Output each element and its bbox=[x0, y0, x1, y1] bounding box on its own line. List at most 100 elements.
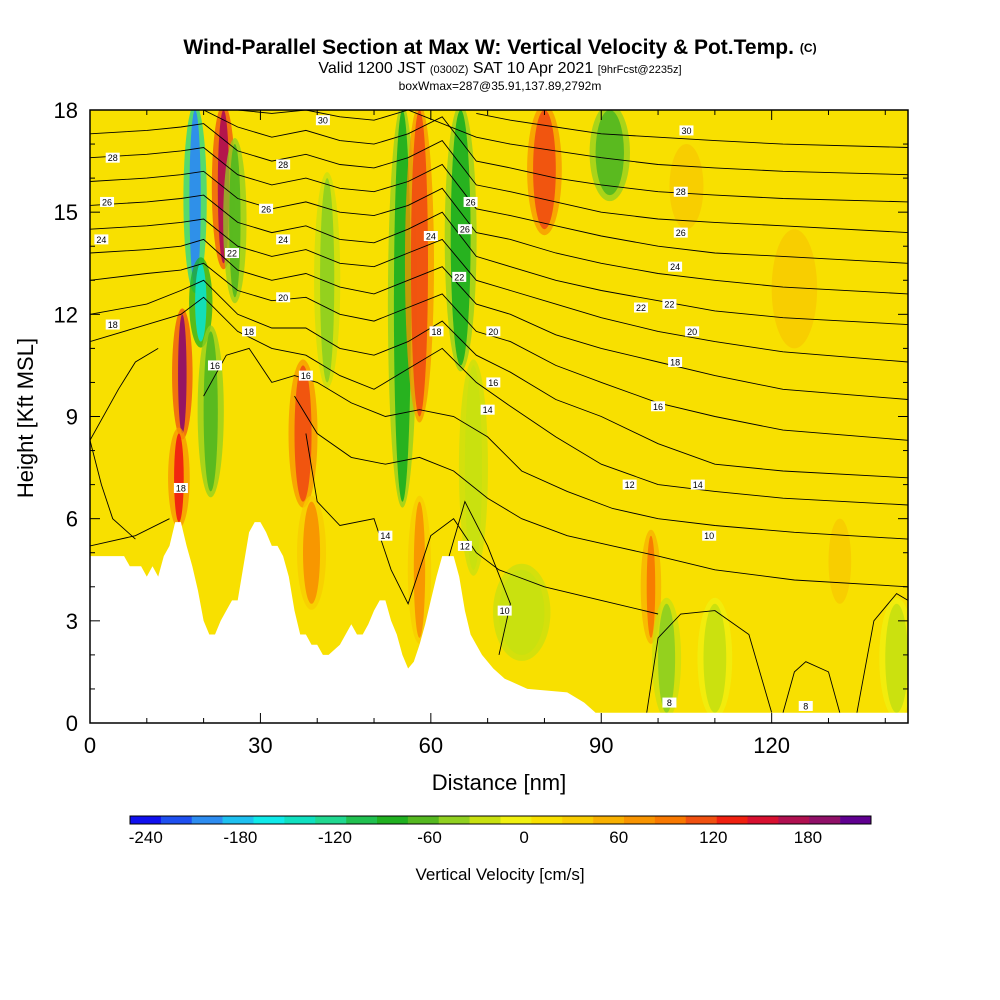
contour-label-text: 16 bbox=[488, 378, 498, 388]
x-tick-label: 60 bbox=[419, 733, 443, 758]
contour-label-bg bbox=[100, 196, 115, 207]
velocity-cell bbox=[303, 501, 321, 604]
contour-label-bg bbox=[457, 540, 472, 551]
contour-label-bg bbox=[798, 700, 813, 711]
velocity-cell bbox=[450, 110, 471, 366]
contour-label: 10 bbox=[497, 605, 512, 616]
contour-label: 26 bbox=[100, 196, 115, 207]
y-tick-label: 18 bbox=[54, 98, 78, 123]
contour-label-bg bbox=[679, 125, 694, 136]
contour-label-text: 24 bbox=[670, 262, 680, 272]
contour-label: 22 bbox=[662, 299, 677, 310]
contour-label-text: 12 bbox=[460, 541, 470, 551]
colorbar-swatch bbox=[469, 816, 501, 824]
velocity-cell bbox=[294, 365, 312, 502]
y-tick-label: 0 bbox=[66, 711, 78, 736]
y-tick-label: 3 bbox=[66, 609, 78, 634]
contour-label: 8 bbox=[798, 700, 813, 711]
y-tick-label: 6 bbox=[66, 507, 78, 532]
contour-label-text: 14 bbox=[380, 531, 390, 541]
contour-label-bg bbox=[276, 234, 291, 245]
contour-label-bg bbox=[225, 248, 240, 259]
contour-label-bg bbox=[486, 326, 501, 337]
colorbar-swatch bbox=[191, 816, 223, 824]
colorbar-swatch bbox=[160, 816, 193, 824]
title-block: Wind-Parallel Section at Max W: Vertical… bbox=[0, 36, 1000, 93]
contour-label: 14 bbox=[480, 404, 495, 415]
contour-label-text: 26 bbox=[676, 228, 686, 238]
contour-label-text: 20 bbox=[278, 293, 288, 303]
colorbar-tick-label: 0 bbox=[519, 828, 528, 847]
theta-contour bbox=[305, 433, 659, 615]
theta-contour bbox=[441, 500, 511, 655]
colorbar-swatch bbox=[778, 816, 810, 824]
contour-label-text: 22 bbox=[454, 272, 464, 282]
contour-label: 16 bbox=[651, 401, 666, 412]
contour-label-bg bbox=[673, 227, 688, 238]
contour-label: 26 bbox=[463, 196, 478, 207]
contour-label-text: 30 bbox=[681, 126, 691, 136]
contour-label-bg bbox=[429, 326, 444, 337]
contour-label-bg bbox=[452, 271, 467, 282]
theta-contour bbox=[90, 238, 908, 400]
contour-label-text: 24 bbox=[96, 235, 106, 245]
contour-label-text: 16 bbox=[301, 371, 311, 381]
colorbar-tick-label: -240 bbox=[129, 828, 163, 847]
contour-label-text: 28 bbox=[108, 153, 118, 163]
contour-label: 8 bbox=[662, 697, 677, 708]
contour-label-text: 26 bbox=[261, 204, 271, 214]
axis-ticks: 0 30 60 90 120 0 3 6 9 12 15 18 bbox=[54, 98, 908, 758]
contour-label: 16 bbox=[207, 360, 222, 371]
theta-contour bbox=[90, 348, 159, 441]
velocity-cell bbox=[828, 518, 852, 604]
velocity-cell bbox=[410, 110, 428, 417]
contour-label-bg bbox=[690, 479, 705, 490]
theta-contour bbox=[646, 610, 773, 713]
colorbar-frame bbox=[129, 815, 872, 825]
contour-label: 18 bbox=[429, 326, 444, 337]
contour-label: 12 bbox=[457, 540, 472, 551]
contour-label: 14 bbox=[378, 530, 393, 541]
theta-contour bbox=[90, 218, 908, 363]
colorbar-swatch bbox=[747, 816, 779, 824]
contour-label: 22 bbox=[225, 248, 240, 259]
contour-label-bg bbox=[668, 261, 683, 272]
velocity-cell bbox=[658, 603, 676, 713]
contour-label-text: 22 bbox=[227, 249, 237, 259]
colorbar-swatch bbox=[840, 816, 872, 824]
contour-label: 26 bbox=[673, 227, 688, 238]
forecast-info: [9hrFcst@2235z] bbox=[597, 64, 682, 76]
contour-label-bg bbox=[207, 360, 222, 371]
contour-label: 26 bbox=[259, 203, 274, 214]
valid-date: SAT 10 Apr 2021 bbox=[472, 60, 594, 77]
theta-contour bbox=[203, 347, 908, 540]
contour-label: 18 bbox=[105, 319, 120, 330]
contour-label-bg bbox=[463, 196, 478, 207]
colorbar-swatch bbox=[438, 816, 470, 824]
contour-label-bg bbox=[486, 377, 501, 388]
colorbar-swatch bbox=[284, 816, 316, 824]
contour-label: 18 bbox=[668, 357, 683, 368]
contour-label-text: 18 bbox=[176, 484, 186, 494]
contour-label-text: 24 bbox=[278, 235, 288, 245]
velocity-cell bbox=[178, 314, 187, 434]
y-axis-label: Height [Kft MSL] bbox=[13, 338, 38, 498]
contour-label-bg bbox=[480, 404, 495, 415]
theta-contour bbox=[90, 123, 908, 234]
x-tick-label: 0 bbox=[84, 733, 96, 758]
contour-label: 30 bbox=[679, 125, 694, 136]
velocity-cell bbox=[320, 178, 335, 383]
velocity-cell bbox=[464, 365, 482, 570]
colorbar-swatch bbox=[222, 816, 254, 824]
theta-contour bbox=[90, 170, 908, 295]
contour-label: 14 bbox=[690, 479, 705, 490]
theta-contour bbox=[294, 395, 908, 588]
contour-label-bg bbox=[634, 302, 649, 313]
contour-label: 20 bbox=[486, 326, 501, 337]
y-tick-label: 12 bbox=[54, 302, 78, 327]
velocity-cell bbox=[646, 535, 656, 638]
contour-label: 10 bbox=[702, 530, 717, 541]
box-info: boxWmax=287@35.91,137.89,2792m bbox=[398, 79, 602, 93]
colorbar-swatch bbox=[346, 816, 378, 824]
contour-label-text: 12 bbox=[625, 480, 635, 490]
